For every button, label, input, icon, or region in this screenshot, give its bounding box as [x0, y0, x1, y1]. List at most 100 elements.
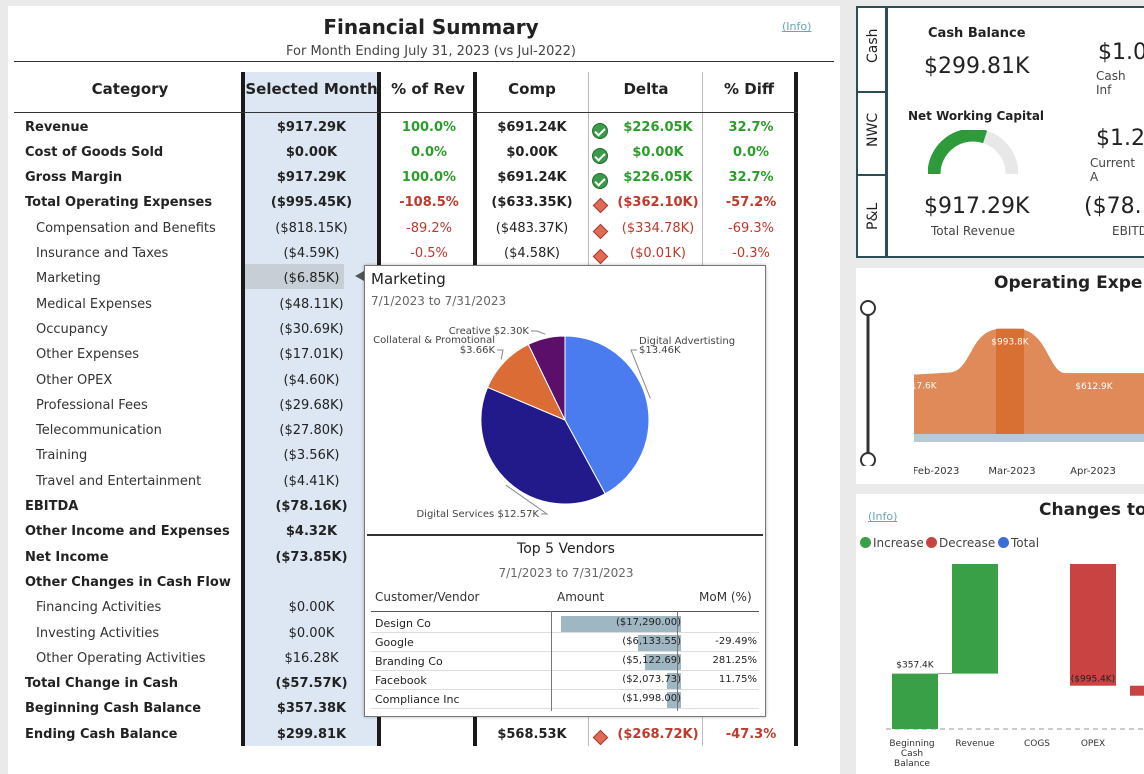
- row-selected-month[interactable]: $16.28K: [284, 651, 339, 666]
- column-header-comp[interactable]: Comp: [508, 80, 556, 98]
- row-selected-month[interactable]: $917.29K: [276, 120, 347, 135]
- row-selected-month[interactable]: $4.32K: [285, 524, 338, 539]
- row-selected-month[interactable]: ($6.85K): [283, 271, 340, 286]
- tab-cash[interactable]: Cash: [858, 8, 888, 91]
- row-pct-diff: 32.7%: [728, 120, 774, 135]
- operating-expenses-panel: Operating Expe $617.6K $993.8K $612.9K Feb-…: [856, 268, 1144, 484]
- column-header-pct-of-rev[interactable]: % of Rev: [391, 80, 465, 98]
- table-row-other-income-and-expenses[interactable]: Other Income and Expenses $4.32K: [8, 521, 840, 546]
- row-selected-month[interactable]: ($57.57K): [275, 676, 348, 691]
- row-selected-month[interactable]: ($30.69K): [279, 322, 344, 337]
- row-selected-month[interactable]: $0.00K: [288, 626, 335, 641]
- table-row-other-operating-activities[interactable]: Other Operating Activities $16.28K: [8, 648, 840, 673]
- row-selected-month[interactable]: ($29.68K): [279, 398, 344, 413]
- row-selected-month[interactable]: $917.29K: [276, 170, 347, 185]
- table-row-revenue[interactable]: Revenue $917.29K 100.0% $691.24K $226.05K 32.…: [8, 117, 840, 142]
- pie-slice-digital-advertising[interactable]: [564, 335, 650, 495]
- table-row-ending-cash-balance[interactable]: Ending Cash Balance $299.81K $568.53K ($268…: [8, 724, 840, 749]
- row-category: Professional Fees: [36, 398, 148, 413]
- row-selected-month[interactable]: ($4.59K): [283, 246, 340, 261]
- vendor-row[interactable]: Google ($6,133.55) -29.49%: [371, 633, 759, 652]
- table-row-marketing[interactable]: Marketing ($6.85K): [8, 268, 840, 293]
- vendor-name: Google: [375, 636, 414, 649]
- vendor-row[interactable]: Facebook ($2,073.73) 11.75%: [371, 671, 759, 690]
- row-category: Beginning Cash Balance: [25, 701, 202, 716]
- row-selected-month[interactable]: ($17.01K): [279, 347, 344, 362]
- row-selected-month[interactable]: ($78.16K): [275, 499, 348, 514]
- column-header-category[interactable]: Category: [91, 80, 169, 98]
- waterfall-bar[interactable]: [1070, 564, 1116, 686]
- table-row-gross-margin[interactable]: Gross Margin $917.29K 100.0% $691.24K $226.0…: [8, 167, 840, 192]
- row-selected-month[interactable]: ($4.41K): [283, 474, 340, 489]
- table-row-medical-expenses[interactable]: Medical Expenses ($48.11K): [8, 294, 840, 319]
- table-row-occupancy[interactable]: Occupancy ($30.69K): [8, 319, 840, 344]
- row-pct-diff: -47.3%: [725, 727, 777, 742]
- pie-slice-creative[interactable]: [527, 335, 566, 421]
- column-divider: [794, 72, 798, 746]
- vendor-amount-bar: [645, 654, 681, 670]
- row-selected-month[interactable]: $0.00K: [285, 145, 338, 160]
- waterfall-bar[interactable]: [892, 673, 938, 729]
- info-link[interactable]: (Info): [782, 20, 812, 33]
- waterfall-bar[interactable]: [952, 564, 998, 674]
- legend-total[interactable]: Total: [998, 536, 1039, 550]
- cash-balance-label: Cash Balance: [928, 26, 1026, 41]
- table-row-other-changes-in-cash-flow[interactable]: Other Changes in Cash Flow: [8, 572, 840, 597]
- table-row-net-income[interactable]: Net Income ($73.85K): [8, 547, 840, 572]
- row-selected-month[interactable]: ($995.45K): [270, 195, 353, 210]
- vendors-header-amount[interactable]: Amount: [557, 590, 605, 604]
- table-row-beginning-cash-balance[interactable]: Beginning Cash Balance $357.38K: [8, 698, 840, 723]
- diamond-down-icon: [592, 197, 609, 214]
- table-row-investing-activities[interactable]: Investing Activities $0.00K: [8, 623, 840, 648]
- row-selected-month[interactable]: $299.81K: [276, 727, 347, 742]
- waterfall-data-label: $357.4K: [896, 661, 934, 671]
- row-selected-month[interactable]: ($27.80K): [279, 423, 344, 438]
- table-row-insurance-and-taxes[interactable]: Insurance and Taxes ($4.59K) -0.5% ($4.58K)…: [8, 243, 840, 268]
- table-row-cost-of-goods-sold[interactable]: Cost of Goods Sold $0.00K 0.0% $0.00K $0.00K…: [8, 142, 840, 167]
- pie-slice-digital-services[interactable]: [480, 386, 606, 505]
- row-selected-month[interactable]: $357.38K: [276, 701, 347, 716]
- column-header-selected-month[interactable]: Selected Month: [245, 80, 378, 98]
- tab-nwc[interactable]: NWC: [858, 91, 888, 174]
- row-selected-month[interactable]: $0.00K: [288, 600, 335, 615]
- opex-area[interactable]: [914, 328, 1144, 442]
- table-row-compensation-and-benefits[interactable]: Compensation and Benefits ($818.15K) -89.2…: [8, 218, 840, 243]
- tab-pl[interactable]: P&L: [858, 174, 888, 257]
- vendor-row[interactable]: Branding Co ($5,122.69) 281.25%: [371, 652, 759, 671]
- row-pct-of-rev: 100.0%: [401, 170, 457, 185]
- cash-inflow-label: Cash Inf: [1096, 69, 1126, 97]
- table-row-training[interactable]: Training ($3.56K): [8, 445, 840, 470]
- table-row-total-operating-expenses[interactable]: Total Operating Expenses ($995.45K) -108.5…: [8, 192, 840, 217]
- legend-decrease-swatch: [926, 537, 937, 548]
- pie-label: Creative $2.30K: [449, 326, 530, 337]
- diamond-down-icon: [592, 248, 609, 265]
- legend-increase[interactable]: Increase: [860, 536, 924, 550]
- table-row-total-change-in-cash[interactable]: Total Change in Cash ($57.57K): [8, 673, 840, 698]
- row-category: Other Changes in Cash Flow: [25, 575, 231, 590]
- row-pct-diff: 0.0%: [732, 145, 770, 160]
- column-header-delta[interactable]: Delta: [623, 80, 669, 98]
- table-row-professional-fees[interactable]: Professional Fees ($29.68K): [8, 395, 840, 420]
- legend-decrease[interactable]: Decrease: [926, 536, 995, 550]
- changes-info-link[interactable]: (Info): [868, 510, 898, 523]
- vendor-row[interactable]: Compliance Inc ($1,998.00): [371, 690, 759, 709]
- row-category: Compensation and Benefits: [36, 221, 216, 236]
- table-row-telecommunication[interactable]: Telecommunication ($27.80K): [8, 420, 840, 445]
- date-range-slider[interactable]: [860, 296, 890, 466]
- vendor-row[interactable]: Design Co ($17,290.00): [371, 614, 759, 633]
- table-row-ebitda[interactable]: EBITDA ($78.16K): [8, 496, 840, 521]
- row-selected-month[interactable]: ($73.85K): [275, 550, 348, 565]
- table-row-financing-activities[interactable]: Financing Activities $0.00K: [8, 597, 840, 622]
- row-selected-month[interactable]: ($48.11K): [279, 297, 344, 312]
- table-row-other-opex[interactable]: Other OPEX ($4.60K): [8, 370, 840, 395]
- waterfall-bar[interactable]: [1130, 685, 1144, 696]
- table-row-travel-and-entertainment[interactable]: Travel and Entertainment ($4.41K): [8, 471, 840, 496]
- header-divider: [14, 61, 834, 62]
- vendors-header-mom[interactable]: MoM (%): [699, 590, 752, 604]
- row-selected-month[interactable]: ($3.56K): [283, 448, 340, 463]
- row-selected-month[interactable]: ($818.15K): [275, 221, 348, 236]
- table-row-other-expenses[interactable]: Other Expenses ($17.01K): [8, 344, 840, 369]
- row-selected-month[interactable]: ($4.60K): [283, 373, 340, 388]
- vendors-header-name[interactable]: Customer/Vendor: [375, 590, 480, 604]
- column-header-pct-diff[interactable]: % Diff: [724, 80, 774, 98]
